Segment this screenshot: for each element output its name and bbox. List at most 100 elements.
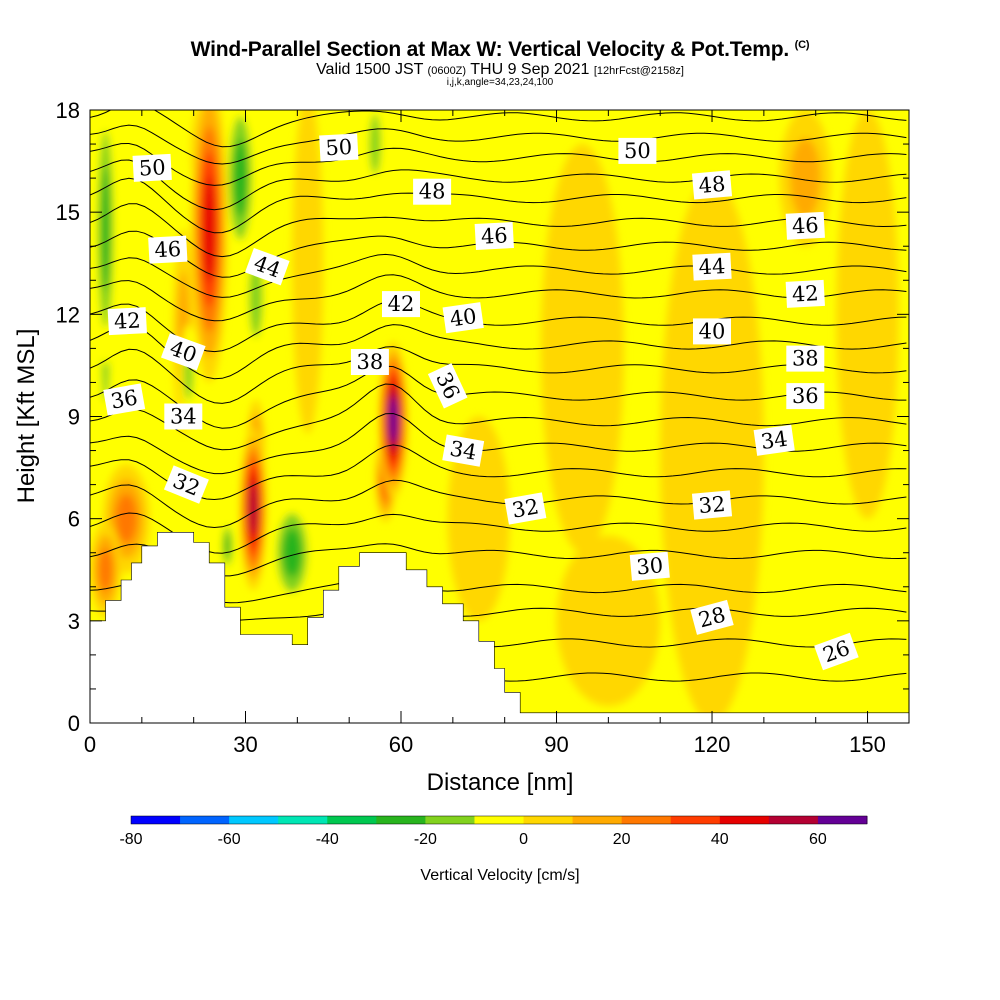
w-cell bbox=[98, 548, 113, 592]
theta-contour bbox=[90, 177, 907, 234]
theta-contour bbox=[90, 142, 907, 186]
contour-label-text: 32 bbox=[510, 494, 540, 522]
colorbar-bin bbox=[817, 816, 868, 824]
contour-label: 48 bbox=[691, 170, 733, 200]
contour-label-text: 50 bbox=[138, 155, 166, 180]
contour-label: 40 bbox=[442, 302, 484, 334]
colorbar-bin bbox=[180, 816, 230, 824]
contour-label-text: 42 bbox=[113, 308, 141, 333]
colorbar-bin bbox=[572, 816, 623, 824]
w-cell bbox=[233, 139, 248, 217]
x-tick-label: 0 bbox=[84, 732, 96, 757]
contour-label-text: 34 bbox=[170, 405, 197, 429]
w-cell bbox=[369, 113, 381, 175]
w-cell bbox=[790, 137, 821, 219]
theta-contour bbox=[90, 479, 907, 529]
contour-label-text: 50 bbox=[325, 135, 353, 160]
contour-label: 42 bbox=[107, 307, 147, 336]
theta-contour bbox=[90, 203, 907, 258]
x-axis-title: Distance [nm] bbox=[427, 769, 574, 796]
chart-subtitle: Valid 1500 JST (0600Z) THU 9 Sep 2021 [1… bbox=[0, 61, 1000, 79]
y-tick-label: 6 bbox=[68, 507, 80, 532]
colorbar-tick-label: -40 bbox=[316, 831, 339, 848]
contour-label: 36 bbox=[103, 383, 146, 416]
theta-contour bbox=[90, 512, 907, 554]
theta-contour bbox=[90, 299, 907, 353]
contour-label: 28 bbox=[690, 599, 734, 635]
colorbar-bin bbox=[131, 816, 181, 824]
theta-contour bbox=[90, 383, 907, 451]
x-tick-label: 30 bbox=[233, 732, 257, 757]
x-tick-label: 60 bbox=[389, 732, 413, 757]
colorbar-tick-label: -20 bbox=[414, 831, 437, 848]
contour-label: 48 bbox=[413, 178, 452, 205]
colorbar-bin bbox=[474, 816, 525, 824]
colorbar-bin bbox=[719, 816, 770, 824]
theta-contour bbox=[90, 543, 907, 577]
chart-title: Wind-Parallel Section at Max W: Vertical… bbox=[0, 38, 1000, 62]
theta-contour bbox=[90, 253, 907, 298]
w-cell bbox=[836, 110, 899, 519]
colorbar-bin bbox=[768, 816, 819, 824]
colorbar-bin bbox=[376, 816, 426, 824]
contour-label: 34 bbox=[442, 434, 485, 467]
colorbar: -80 -60 -40 -20 0 20 40 60 bbox=[119, 815, 868, 848]
colorbar-bin bbox=[278, 816, 328, 824]
colorbar-tick-label: -80 bbox=[119, 831, 142, 848]
y-axis-title: Height [Kft MSL] bbox=[13, 329, 40, 504]
contour-label-text: 46 bbox=[791, 213, 819, 238]
w-cell bbox=[388, 396, 398, 444]
contour-label-text: 30 bbox=[635, 553, 664, 579]
colorbar-title: Vertical Velocity [cm/s] bbox=[420, 867, 579, 884]
contour-label-text: 32 bbox=[698, 492, 727, 518]
y-tick-label: 15 bbox=[56, 200, 80, 225]
contour-label-text: 42 bbox=[388, 292, 415, 316]
x-tick-label: 150 bbox=[849, 732, 886, 757]
y-tick-label: 3 bbox=[68, 609, 80, 634]
theta-contour bbox=[90, 444, 907, 501]
y-tick-label: 9 bbox=[68, 405, 80, 430]
w-cell bbox=[660, 178, 764, 723]
valid-time-utc: (0600Z) bbox=[427, 65, 467, 77]
contour-label: 36 bbox=[786, 383, 825, 410]
vertical-velocity-field bbox=[90, 110, 899, 723]
contour-label: 32 bbox=[504, 492, 547, 525]
w-cell bbox=[249, 482, 258, 535]
x-tick-label: 90 bbox=[544, 732, 568, 757]
colorbar-tick-label: 0 bbox=[519, 831, 528, 848]
contour-label-text: 46 bbox=[154, 237, 182, 262]
contour-label-text: 48 bbox=[698, 172, 727, 198]
contour-label: 40 bbox=[693, 318, 731, 345]
contour-label: 42 bbox=[785, 279, 825, 308]
contour-label-text: 48 bbox=[419, 180, 446, 204]
forecast-info: [12hrFcst@2158z] bbox=[593, 65, 684, 77]
contour-label: 34 bbox=[753, 424, 795, 456]
contour-label: 36 bbox=[427, 363, 468, 409]
contour-label: 46 bbox=[474, 222, 514, 250]
contour-label-text: 36 bbox=[792, 384, 819, 408]
contour-label: 46 bbox=[785, 211, 825, 240]
y-tick-label: 12 bbox=[56, 302, 80, 327]
theta-contour bbox=[90, 159, 907, 211]
colorbar-tick-label: 40 bbox=[711, 831, 729, 848]
colorbar-tick-label: -60 bbox=[218, 831, 241, 848]
contour-label: 50 bbox=[618, 137, 657, 164]
y-tick-label: 0 bbox=[68, 711, 80, 736]
contour-label: 34 bbox=[164, 403, 203, 430]
colorbar-bin bbox=[523, 816, 574, 824]
w-cell bbox=[115, 493, 137, 544]
colorbar-frame bbox=[130, 815, 868, 825]
w-cell bbox=[100, 167, 111, 291]
contour-label-text: 42 bbox=[791, 281, 819, 306]
theta-contour bbox=[90, 274, 907, 322]
contour-label-text: 34 bbox=[448, 436, 478, 464]
theta-contour bbox=[90, 124, 907, 165]
colorbar-bin bbox=[229, 816, 279, 824]
theta-contour bbox=[90, 576, 907, 604]
w-cell bbox=[224, 533, 231, 559]
valid-time: Valid 1500 JST bbox=[316, 61, 424, 78]
chart-title-main: Wind-Parallel Section at Max W: Vertical… bbox=[190, 38, 790, 61]
contour-label-text: 34 bbox=[759, 427, 789, 454]
